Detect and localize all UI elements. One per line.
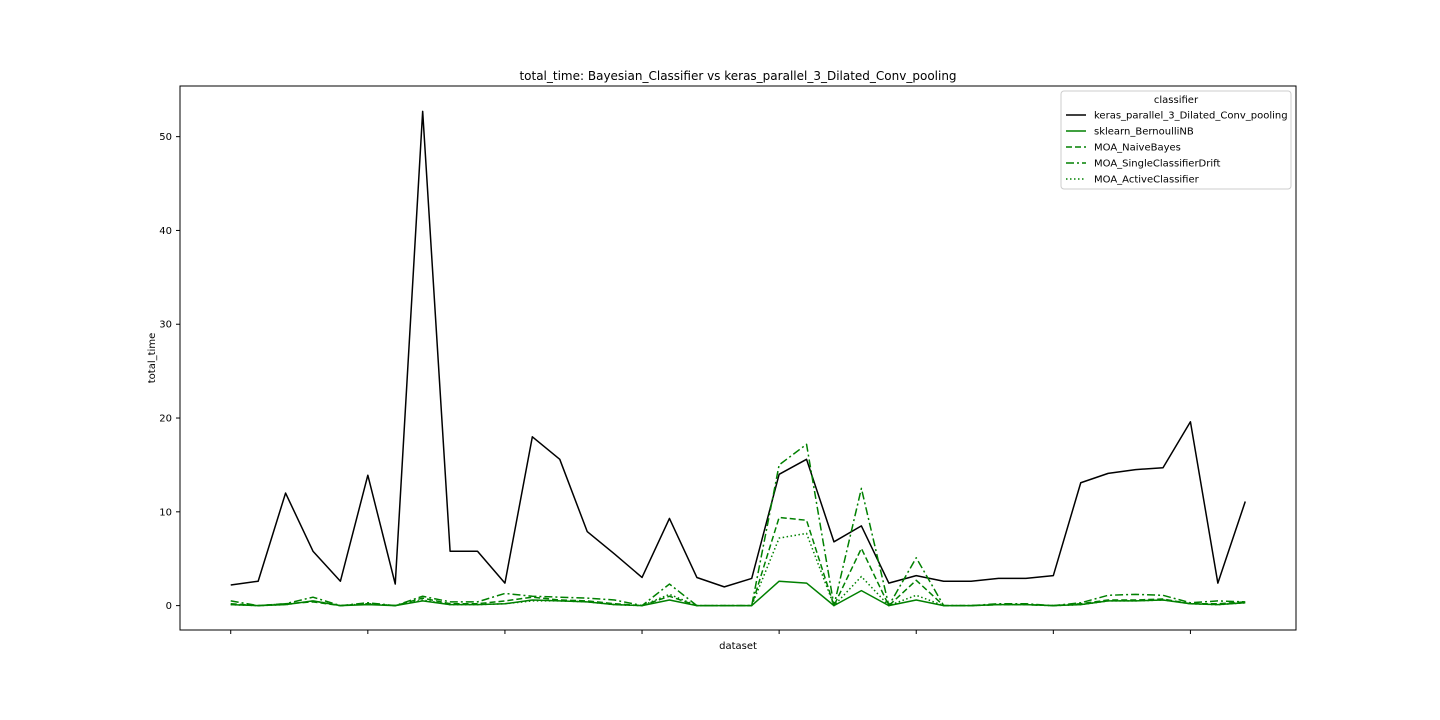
plot-area: 0 10 20 30 40 50: [159, 85, 1297, 634]
legend-label: MOA_SingleClassifierDrift: [1094, 159, 1220, 170]
x-axis-label: dataset: [719, 641, 757, 652]
legend: classifier keras_parallel_3_Dilated_Conv…: [1060, 90, 1292, 190]
series-line: [230, 516, 1246, 607]
y-axis: 0 10 20 30 40 50: [159, 132, 180, 612]
legend-label: MOA_NaiveBayes: [1094, 143, 1181, 154]
y-tick-label: 30: [159, 320, 172, 331]
y-tick-label: 50: [159, 132, 172, 143]
series-line: [230, 443, 1246, 607]
legend-label: sklearn_BernoulliNB: [1094, 127, 1194, 138]
series-layer: [230, 110, 1246, 607]
chart-title: total_time: Bayesian_Classifier vs keras…: [519, 69, 956, 83]
axes-frame: [179, 85, 1297, 631]
series-line: [230, 110, 1246, 588]
series-line: [230, 532, 1246, 607]
legend-title: classifier: [1154, 95, 1199, 106]
legend-label: keras_parallel_3_Dilated_Conv_pooling: [1094, 111, 1288, 122]
legend-items: keras_parallel_3_Dilated_Conv_poolingskl…: [1066, 111, 1288, 186]
legend-label: MOA_ActiveClassifier: [1094, 175, 1200, 186]
y-tick-label: 10: [159, 507, 172, 518]
y-tick-label: 0: [166, 601, 172, 612]
legend-box: [1060, 90, 1292, 190]
y-tick-label: 20: [159, 414, 172, 425]
x-axis: [230, 630, 1191, 634]
series-line: [230, 580, 1246, 607]
y-axis-label: total_time: [147, 333, 158, 383]
y-tick-label: 40: [159, 226, 172, 237]
